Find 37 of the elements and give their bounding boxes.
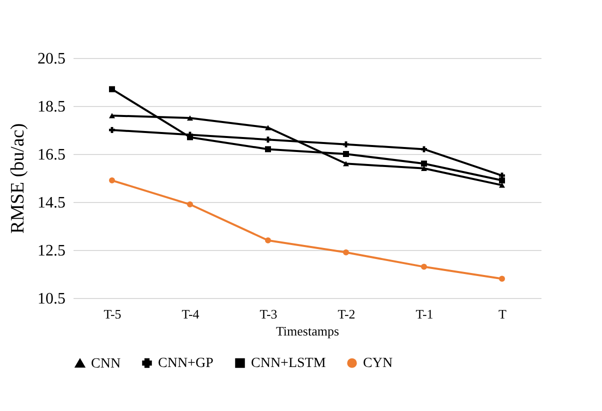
x-tick-label: T-2 — [338, 306, 356, 322]
point — [343, 151, 349, 157]
x-tick-label: T-3 — [260, 306, 278, 322]
y-tick-label: 12.5 — [38, 242, 66, 260]
y-tick-label: 18.5 — [38, 98, 66, 116]
y-tick-label: 20.5 — [38, 50, 66, 68]
legend-label: CNN+GP — [158, 356, 214, 372]
y-tick-label: 14.5 — [38, 194, 66, 212]
point — [421, 160, 427, 167]
point — [499, 276, 505, 282]
point — [499, 177, 505, 184]
x-tick-label: T-1 — [416, 306, 434, 322]
point — [109, 86, 115, 92]
y-tick-label: 10.5 — [38, 290, 66, 308]
point — [421, 146, 427, 152]
legend-label: CNN — [91, 356, 121, 372]
point — [187, 201, 193, 208]
x-tick-label: T-4 — [182, 306, 200, 322]
x-tick-label: T — [498, 306, 507, 322]
point — [109, 177, 115, 184]
point — [265, 237, 271, 244]
y-axis-title: RMSE (bu/ac) — [8, 123, 28, 234]
point — [343, 161, 349, 166]
point — [265, 125, 271, 130]
legend-label: CNN+LSTM — [251, 356, 326, 372]
legend-label: CYN — [363, 356, 393, 372]
y-tick-label: 16.5 — [38, 146, 66, 164]
point — [343, 249, 349, 256]
x-tick-label: T-5 — [104, 306, 122, 322]
point — [109, 113, 115, 118]
point — [265, 146, 271, 152]
point — [343, 141, 349, 148]
point — [187, 115, 193, 121]
point — [265, 136, 271, 143]
point — [421, 264, 427, 270]
point — [499, 182, 505, 188]
x-axis-title: Timestamps — [276, 324, 340, 338]
